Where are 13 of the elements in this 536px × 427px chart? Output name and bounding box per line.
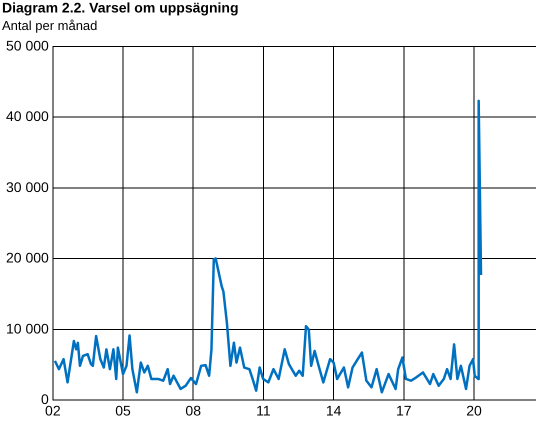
- y-tick-label: 40 000: [6, 108, 50, 124]
- y-tick-label: 30 000: [6, 178, 50, 195]
- chart-subtitle: Antal per månad: [2, 18, 98, 34]
- y-tick-label: 10 000: [6, 320, 50, 336]
- x-tick-label: 17: [396, 402, 412, 418]
- x-tick-label: 08: [185, 402, 202, 418]
- x-tick-label: 14: [326, 402, 342, 418]
- x-tick-label: 11: [256, 402, 271, 418]
- x-tick-label: 05: [115, 402, 132, 418]
- y-tick-label: 20 000: [6, 250, 50, 266]
- y-tick-label: 50 000: [6, 37, 50, 54]
- x-tick-label: 20: [466, 402, 482, 418]
- chart-title: Diagram 2.2. Varsel om uppsägning: [2, 0, 239, 16]
